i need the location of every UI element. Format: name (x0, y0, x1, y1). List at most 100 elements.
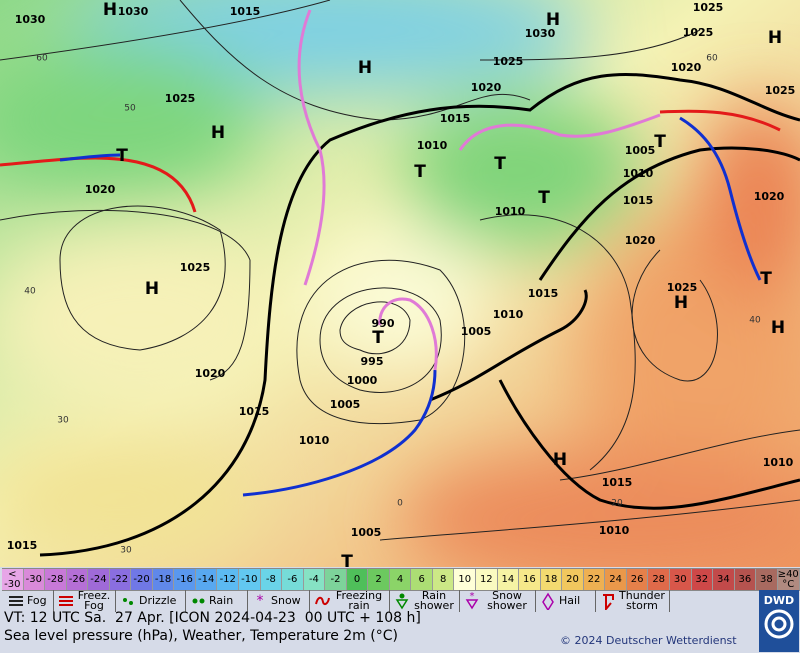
pressure-system: H (546, 10, 560, 30)
isobar-label: 1005 (625, 144, 656, 157)
weather-icon (123, 598, 133, 605)
isobar-label: 1030 (118, 5, 149, 18)
isobar-label: 1010 (495, 205, 526, 218)
graticule-label: 20 (611, 499, 623, 509)
weather-legend: Fog Freez. Fog Drizzle Rain * Snow Freezing ra… (4, 590, 756, 612)
isobar-label: 1025 (683, 26, 714, 39)
graticule-label: 60 (36, 54, 48, 64)
weather-label: Rain (209, 594, 234, 607)
scale-cell: 8 (432, 569, 455, 590)
logo-icon (764, 609, 794, 639)
weather-icon (395, 593, 409, 610)
isobar-label: 1025 (667, 281, 698, 294)
isobar-label: 1015 (528, 287, 559, 300)
scale-cell: -6 (282, 569, 304, 590)
weather-legend-item: Freezing rain (310, 590, 390, 612)
isobar-label: 1025 (693, 1, 724, 14)
scale-cell: -12 (217, 569, 240, 590)
weather-label: Drizzle (139, 594, 177, 607)
pressure-system: H (768, 28, 782, 48)
weather-icon (315, 596, 330, 606)
isobar-label: 1025 (165, 92, 196, 105)
pressure-system: H (358, 58, 372, 78)
weather-label: Fog (27, 594, 47, 607)
weather-icon (603, 594, 614, 610)
scale-cell: 6 (411, 569, 433, 590)
scale-cell: 24 (605, 569, 627, 590)
isobar-label: 1015 (230, 5, 261, 18)
isobar-label: 1015 (440, 112, 471, 125)
scale-cell: -28 (45, 569, 67, 590)
graticule-label: 30 (120, 546, 132, 556)
weather-legend-item: * Snow (248, 590, 310, 612)
pressure-system: T (414, 162, 426, 182)
isobar-label: 1010 (299, 434, 330, 447)
isobar-label: 1030 (525, 27, 556, 40)
isobar-label: 1015 (7, 539, 38, 552)
isobar-label: 1010 (493, 308, 524, 321)
isobar-label: 1010 (599, 524, 630, 537)
description: Sea level pressure (hPa), Weather, Tempe… (4, 628, 398, 644)
scale-cell: 12 (476, 569, 498, 590)
scale-cell: -8 (260, 569, 283, 590)
scale-cell: 10 (454, 569, 477, 590)
logo-text: DWD (763, 594, 795, 607)
scale-cell: < -30 (2, 569, 24, 590)
isobar-label: 995 (361, 355, 384, 368)
scale-cell: 4 (389, 569, 412, 590)
scale-cell: 2 (368, 569, 390, 590)
isobar-label: 1030 (15, 13, 46, 26)
scale-cell: 28 (648, 569, 670, 590)
isobar-label: 1010 (623, 167, 654, 180)
weather-label: Rain shower (414, 589, 454, 612)
scale-cell: 38 (756, 569, 778, 590)
scale-cell: 22 (583, 569, 606, 590)
isobar-label: 1005 (461, 325, 492, 338)
scale-cell: 26 (626, 569, 649, 590)
graticule-label: 30 (57, 416, 69, 426)
fronts (0, 9, 781, 497)
weather-icon (192, 598, 205, 604)
graticule-label: 60 (706, 54, 718, 64)
scale-cell: 14 (497, 569, 520, 590)
weather-legend-item: Rain (186, 590, 248, 612)
pressure-system: T (116, 146, 128, 166)
isobar-label: 1015 (623, 194, 654, 207)
scale-cell: -30 (23, 569, 46, 590)
scale-cell: -4 (303, 569, 326, 590)
isobar-label: 1000 (347, 374, 378, 387)
weather-legend-item: Drizzle (116, 590, 186, 612)
weather-label: Freezing rain (335, 589, 383, 612)
scale-cell: -20 (131, 569, 153, 590)
temperature-scale: < -30 -30 -28 -26 -24 -22 -20 -18 -16 -14 -12 -10 -8… (2, 568, 800, 591)
svg-text:*: * (470, 592, 475, 602)
scale-cell: -18 (152, 569, 175, 590)
weather-icon (59, 596, 73, 606)
isobar-label: 1020 (671, 61, 702, 74)
scale-cell: -10 (239, 569, 261, 590)
pressure-system: H (553, 450, 567, 470)
isobar-label: 1020 (625, 234, 656, 247)
graticule-label: 40 (24, 287, 36, 297)
isobar-label: 1025 (180, 261, 211, 274)
isobar-label: 1025 (493, 55, 524, 68)
scale-cell: 32 (691, 569, 714, 590)
isobars (0, 0, 800, 541)
pressure-system: H (211, 123, 225, 143)
scale-cell: -16 (174, 569, 196, 590)
graticule-label: 40 (749, 316, 761, 326)
pressure-system: T (654, 132, 666, 152)
isobar-label: 990 (372, 317, 395, 330)
isobar-label: 1020 (754, 190, 785, 203)
isobar-label: 1020 (195, 367, 226, 380)
scale-cell: -14 (195, 569, 218, 590)
svg-text:*: * (257, 593, 264, 609)
scale-cell: 0 (346, 569, 369, 590)
weather-label: Snow shower (487, 589, 527, 612)
valid-time: VT: 12 UTC Sa. 27 Apr. [ICON 2024-04-23 … (4, 610, 421, 626)
isobar-label: 1025 (765, 84, 796, 97)
pressure-system: T (760, 269, 772, 289)
weather-label: Freez. Fog (77, 589, 111, 612)
